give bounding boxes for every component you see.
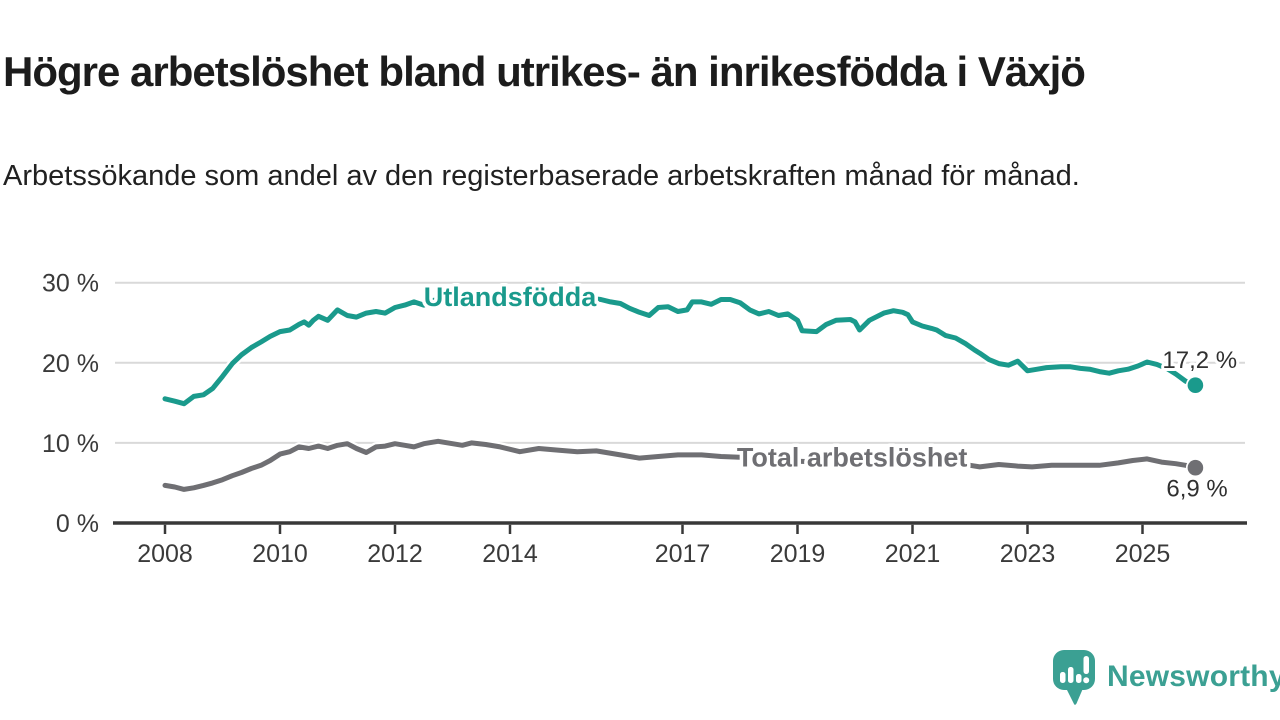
newsworthy-logo: Newsworthy — [1051, 648, 1280, 706]
x-tick-label: 2012 — [367, 540, 423, 568]
page-title: Högre arbetslöshet bland utrikes- än inr… — [3, 48, 1086, 96]
x-tick-label: 2017 — [655, 540, 711, 568]
series-label-utlandsf-dda: Utlandsfödda — [424, 282, 597, 312]
speech-bubble-bar-chart-icon — [1053, 650, 1095, 705]
x-tick-label: 2010 — [252, 540, 308, 568]
series-line-utlandsf-dda — [162, 293, 1198, 407]
x-tick-label: 2008 — [137, 540, 193, 568]
page-subtitle: Arbetssökande som andel av den registerb… — [3, 160, 1080, 192]
y-tick-label: 10 % — [42, 430, 99, 458]
series-end-value-utlandsf-dda: 17,2 % — [1162, 347, 1237, 374]
y-tick-label: 20 % — [42, 350, 99, 378]
x-tick-label: 2023 — [1000, 540, 1056, 568]
x-tick-label: 2025 — [1115, 540, 1171, 568]
series-end-dot-utlandsf-dda — [1187, 377, 1204, 394]
y-tick-label: 0 % — [56, 510, 99, 538]
series-end-value-total-arbetsl-shet: 6,9 % — [1166, 476, 1227, 503]
x-tick-label: 2014 — [482, 540, 538, 568]
x-tick-label: 2021 — [885, 540, 941, 568]
x-tick-label: 2019 — [770, 540, 826, 568]
unemployment-line-chart: 2008 2010 2012 2014 2017 2019 2021 2023 2025 0 % 1… — [42, 270, 1247, 568]
series-label-total-arbetsl-shet: Total arbetslöshet — [737, 442, 968, 472]
newsworthy-logo-text: Newsworthy — [1107, 660, 1280, 693]
series-line-total-arbetsl-shet — [162, 438, 1198, 492]
series-end-dot-total-arbetsl-shet — [1187, 459, 1204, 476]
y-tick-label: 30 % — [42, 270, 99, 298]
